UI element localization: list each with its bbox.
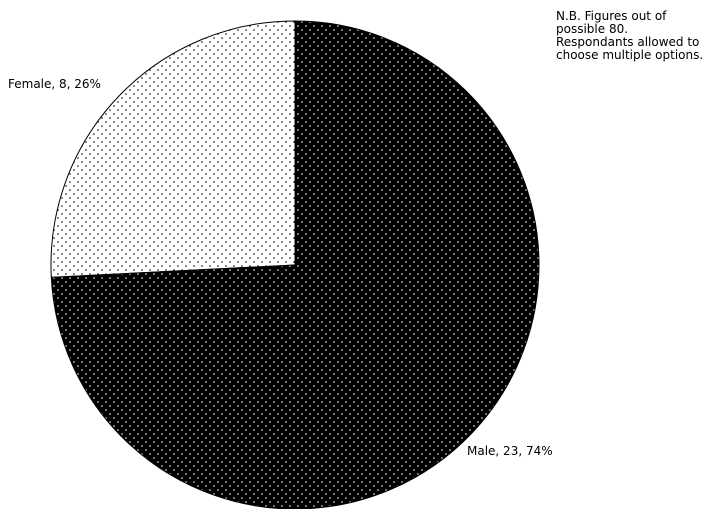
pie-slice-male <box>50 20 540 509</box>
pie-slices <box>50 20 540 509</box>
footnote-line: possible 80. <box>556 22 629 36</box>
footnote-line: Respondants allowed to <box>556 35 700 49</box>
footnote-line: choose multiple options. <box>556 48 704 62</box>
footnote-line: N.B. Figures out of <box>556 9 667 23</box>
pie-labels: Female, 8, 26% Male, 23, 74% <box>8 77 553 458</box>
slice-label-male: Male, 23, 74% <box>467 444 553 458</box>
slice-label-female: Female, 8, 26% <box>8 77 101 91</box>
footnote: N.B. Figures out of possible 80. Respond… <box>556 10 712 62</box>
pie-slice-female <box>50 20 296 278</box>
